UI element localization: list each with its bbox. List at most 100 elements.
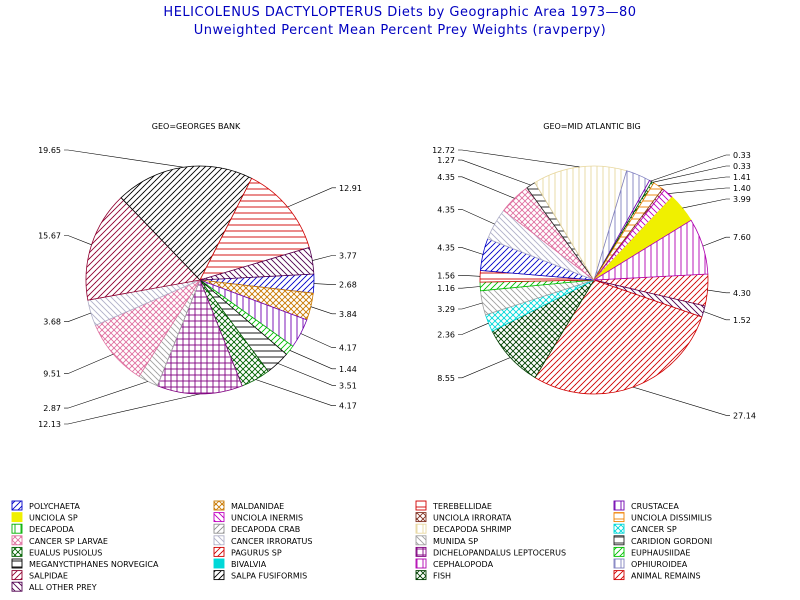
- leader-line: [458, 357, 511, 379]
- slice-value-label: 4.17: [339, 344, 357, 353]
- leader-line: [64, 312, 92, 323]
- legend-swatch-caridion-gordoni: [613, 535, 625, 546]
- legend-swatch-decapoda: [11, 523, 23, 534]
- legend-label-decapoda: DECAPODA: [29, 525, 74, 534]
- pie-slice-ma-decapoda-shrimp: [534, 165, 628, 281]
- legend-label-cancer-irroratus: CANCER IRRORATUS: [231, 537, 312, 546]
- legend-swatch-cephalopoda: [415, 558, 427, 569]
- slice-value-label: 0.33: [733, 151, 751, 160]
- leader-line: [703, 311, 730, 321]
- legend-label-unciola-inermis: UNCIOLA INERMIS: [231, 514, 303, 523]
- leader-line: [458, 274, 481, 277]
- slice-value-label: 4.17: [339, 402, 357, 411]
- slice-value-label: 3.99: [733, 195, 751, 204]
- legend-swatch-unciola-inermis: [213, 512, 225, 523]
- leader-line: [64, 353, 114, 374]
- legend-swatch-salpa-fusiformis: [213, 570, 225, 581]
- leader-line: [707, 289, 730, 294]
- slice-value-label: 3.29: [437, 305, 455, 314]
- legend-label-meganyctiphanes-norvegica: MEGANYCTIPHANES NORVEGICA: [29, 560, 159, 569]
- legend-label-bivalvia: BIVALVIA: [231, 560, 267, 569]
- legend-swatch-animal-remains: [613, 570, 625, 581]
- legend-label-euphausiidae: EUPHAUSIIDAE: [631, 548, 690, 557]
- legend-label-dichelopandalus-leptocerus: DICHELOPANDALUS LEPTOCERUS: [433, 548, 566, 557]
- pie-slice-gb-terebellidae: [199, 177, 310, 281]
- slice-value-label: 0.33: [733, 162, 751, 171]
- legend-label-crustacea: CRUSTACEA: [631, 502, 679, 511]
- legend-label-maldanidae: MALDANIDAE: [231, 502, 284, 511]
- legend-swatch-maldanidae: [213, 500, 225, 511]
- slice-value-label: 1.44: [339, 365, 357, 374]
- slice-value-label: 2.36: [437, 331, 455, 340]
- legend-label-unciola-irrorata: UNCIOLA IRRORATA: [433, 514, 512, 523]
- slice-value-label: 3.77: [339, 252, 357, 261]
- pie-slice-ma-animal-remains: [534, 279, 703, 395]
- legend-swatch-cancer-irroratus: [213, 535, 225, 546]
- legend-label-fish: FISH: [433, 572, 451, 581]
- chart-title: HELICOLENUS DACTYLOPTERUS Diets by Geogr…: [163, 5, 637, 20]
- legend: POLYCHAETA MALDANIDAE TEREBELLIDAE CRUSTACE…: [11, 500, 712, 592]
- slice-value-label: 2.87: [43, 404, 61, 413]
- leader-line: [458, 247, 483, 255]
- legend-swatch-meganyctiphanes-norvegica: [11, 558, 23, 569]
- leader-line: [313, 283, 336, 285]
- legend-label-unciola-sp: UNCIOLA SP: [29, 514, 78, 523]
- slice-value-label: 1.41: [733, 173, 751, 182]
- legend-swatch-munida-sp: [415, 535, 427, 546]
- legend-label-decapoda-crab: DECAPODA CRAB: [231, 525, 300, 534]
- legend-label-cephalopoda: CEPHALOPODA: [433, 560, 494, 569]
- leader-line: [682, 198, 730, 209]
- slice-value-label: 1.52: [733, 316, 751, 325]
- legend-swatch-unciola-irrorata: [415, 512, 427, 523]
- legend-label-salpa-fusiformis: SALPA FUSIFORMIS: [231, 572, 307, 581]
- legend-label-cancer-sp-larvae: CANCER SP LARVAE: [29, 537, 108, 546]
- leader-line: [458, 302, 483, 310]
- legend-label-terebellidae: TEREBELLIDAE: [432, 502, 492, 511]
- slice-value-label: 15.67: [38, 232, 61, 241]
- slice-value-label: 4.35: [437, 173, 455, 182]
- slice-value-label: 3.51: [339, 381, 357, 390]
- leader-line: [300, 333, 336, 348]
- leader-line: [64, 235, 92, 246]
- leader-line: [458, 159, 531, 186]
- slice-value-label: 12.72: [432, 146, 455, 155]
- legend-label-caridion-gordoni: CARIDION GORDONI: [631, 537, 712, 546]
- legend-swatch-unciola-dissimilis: [613, 512, 625, 523]
- pie-slices-group: 12.91 3.77 2.68 3.84 4.17 1.44 3.51 4.17 19.65 15…: [38, 146, 756, 429]
- slice-value-label: 19.65: [38, 146, 61, 155]
- slice-value-label: 1.27: [437, 156, 455, 165]
- slice-value-label: 12.13: [38, 420, 61, 429]
- slice-value-label: 4.30: [733, 289, 751, 298]
- pie-slice-gb-salpa-fusiformis: [120, 165, 253, 281]
- legend-label-ophiuroidea: OPHIUROIDEA: [631, 560, 688, 569]
- leader-line: [255, 379, 336, 407]
- legend-swatch-terebellidae: [415, 500, 427, 511]
- slice-value-label: 2.68: [339, 281, 357, 290]
- legend-swatch-all-other-prey: [11, 581, 23, 592]
- slice-value-label: 7.60: [733, 233, 751, 242]
- legend-swatch-fish: [415, 570, 427, 581]
- slice-value-label: 8.55: [437, 374, 455, 383]
- leader-line: [289, 350, 336, 370]
- chart-subtitle: Unweighted Percent Mean Percent Prey Wei…: [193, 23, 607, 38]
- leader-line: [458, 286, 481, 289]
- legend-swatch-eualus-pusiolus: [11, 546, 23, 557]
- pie-slice-gb-salpidae: [85, 197, 201, 301]
- leader-line: [64, 149, 184, 168]
- leader-line: [650, 154, 730, 182]
- legend-label-munida-sp: MUNIDA SP: [433, 537, 478, 546]
- legend-swatch-bivalvia: [213, 558, 225, 569]
- legend-swatch-pagurus-sp: [213, 546, 225, 557]
- leader-line: [277, 363, 336, 386]
- legend-label-polychaeta: POLYCHAETA: [29, 502, 80, 511]
- legend-swatch-dichelopandalus-leptocerus: [415, 546, 427, 557]
- leader-line: [652, 165, 730, 183]
- slice-value-label: 1.40: [733, 184, 751, 193]
- leader-line: [64, 381, 149, 409]
- slice-value-label: 3.84: [339, 310, 357, 319]
- chart-titles: HELICOLENUS DACTYLOPTERUS Diets by Geogr…: [0, 4, 800, 40]
- slice-value-label: 12.91: [339, 184, 362, 193]
- legend-label-unciola-dissimilis: UNCIOLA DISSIMILIS: [631, 514, 712, 523]
- slice-value-label: 9.51: [43, 370, 61, 379]
